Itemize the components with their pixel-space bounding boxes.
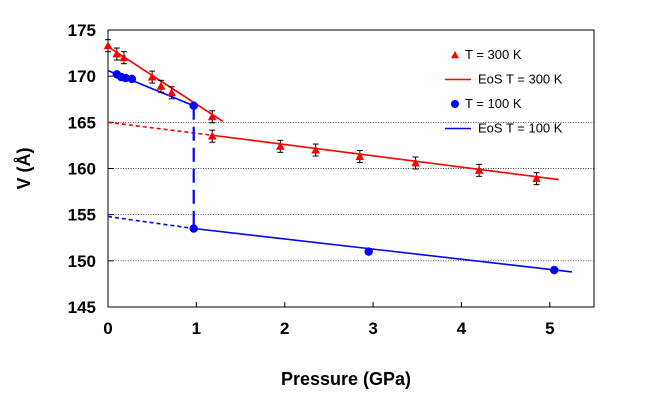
point-t-100-k-6 [364, 247, 373, 256]
point-t-300-k-7 [207, 131, 217, 140]
point-t-300-k-9 [311, 145, 321, 154]
x-tick-label-2: 2 [280, 319, 289, 338]
series-line-eos-t-300-k-seg-1 [107, 121, 213, 137]
point-t-300-k-3 [147, 72, 157, 81]
legend-label-eos-t-300-k: EoS T = 300 K [478, 72, 563, 87]
x-axis-label: Pressure (GPa) [281, 369, 411, 389]
point-t-300-k-13 [532, 174, 541, 183]
point-t-300-k-4 [156, 81, 166, 90]
legend-label-eos-t-100-k: EoS T = 100 K [478, 121, 563, 136]
point-t-300-k-11 [411, 158, 420, 167]
y-tick-label-150: 150 [68, 252, 96, 271]
point-t-300-k-8 [275, 141, 285, 150]
x-tick-label-3: 3 [368, 319, 377, 338]
legend-label-t-300-k: T = 300 K [465, 47, 522, 62]
plot-area [103, 39, 573, 275]
point-t-300-k-10 [355, 151, 365, 160]
point-t-300-k-0 [103, 41, 113, 50]
y-tick-label-175: 175 [68, 21, 96, 40]
point-t-100-k-4 [189, 101, 198, 110]
point-t-300-k-6 [207, 112, 217, 121]
series-line-eos-t-300-k-seg-2 [212, 134, 559, 181]
point-t-100-k-7 [549, 265, 559, 275]
point-t-100-k-5 [189, 224, 198, 233]
point-t-100-k-3 [127, 74, 137, 84]
x-tick-label-0: 0 [103, 319, 112, 338]
y-axis-label: V (Å) [14, 148, 34, 190]
x-tick-label-5: 5 [545, 319, 554, 338]
x-tick-label-1: 1 [192, 319, 201, 338]
legend-marker-t-300-k [451, 51, 459, 59]
point-t-300-k-2 [119, 53, 129, 62]
x-tick-label-4: 4 [457, 319, 467, 338]
y-tick-label-165: 165 [68, 113, 96, 132]
legend-label-t-100-k: T = 100 K [465, 96, 522, 111]
point-t-300-k-12 [474, 165, 484, 174]
y-tick-label-170: 170 [68, 67, 96, 86]
series-line-eos-t-100-k-seg-2 [107, 215, 194, 230]
legend-marker-t-100-k [451, 100, 459, 108]
point-t-300-k-1 [112, 49, 122, 58]
point-t-300-k-5 [167, 88, 177, 97]
y-tick-label-155: 155 [68, 206, 96, 225]
y-tick-label-160: 160 [68, 160, 96, 179]
series-line-eos-t-100-k-seg-3 [193, 227, 573, 273]
y-tick-label-145: 145 [68, 298, 96, 317]
